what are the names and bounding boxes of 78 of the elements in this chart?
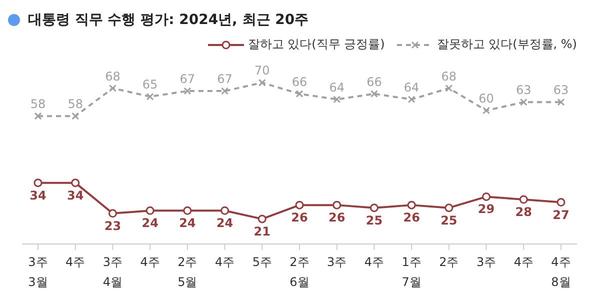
- data-label: 26: [328, 210, 346, 225]
- point: [146, 92, 154, 100]
- x-tick-label: 4주: [214, 255, 235, 269]
- point: [520, 98, 528, 106]
- data-label: 67: [180, 72, 196, 86]
- point: [444, 204, 454, 212]
- data-label: 27: [552, 208, 570, 222]
- data-label: 25: [440, 213, 458, 228]
- x-tick-label: 3주 4월: [102, 255, 123, 289]
- data-label: 66: [292, 74, 308, 89]
- x-tick-label: 4주: [364, 255, 384, 269]
- chart-title: 대통령 직무 수행 평가: 2024년, 최근 20주: [28, 11, 309, 29]
- data-label: 66: [366, 74, 382, 89]
- x-tick-label: 4주: [514, 255, 534, 269]
- data-label: 60: [478, 92, 494, 106]
- x-tick-label: 2주 6월: [290, 255, 310, 289]
- x-tick-label: 3주 3월: [28, 255, 48, 289]
- data-label: 21: [254, 224, 270, 238]
- data-label: 64: [404, 80, 420, 94]
- legend-label: 잘못하고 있다(부정률, %): [436, 36, 577, 53]
- point: [482, 192, 491, 201]
- x-tick-label: 3주: [327, 255, 347, 269]
- point: [34, 112, 42, 120]
- data-label: 26: [403, 210, 420, 225]
- data-label: 25: [366, 213, 383, 228]
- point: [519, 195, 528, 204]
- point: [258, 214, 266, 224]
- x-tick-label: 3주: [476, 255, 496, 269]
- point: [258, 78, 266, 86]
- data-label: 63: [516, 83, 532, 98]
- data-label: 63: [553, 83, 569, 98]
- point: [146, 206, 154, 215]
- data-label: 58: [68, 97, 83, 112]
- x-tick-label: 4주: [66, 255, 86, 269]
- x-tick-label: 2주: [439, 255, 459, 269]
- point: [221, 87, 229, 95]
- point: [108, 84, 116, 92]
- point: [296, 90, 304, 98]
- data-label: 70: [254, 64, 270, 78]
- point: [333, 96, 341, 104]
- x-tick-label: 4주: [140, 255, 160, 269]
- data-label: 68: [105, 69, 120, 84]
- point: [220, 206, 230, 215]
- x-tick-label: 4주 8월: [551, 255, 571, 289]
- data-label: 34: [30, 188, 46, 202]
- point: [71, 178, 80, 188]
- x-tick-label: 2주 5월: [178, 255, 198, 289]
- point: [407, 200, 416, 210]
- point: [184, 87, 192, 95]
- data-label: 58: [30, 97, 46, 112]
- data-label: 24: [142, 216, 158, 230]
- point: [332, 200, 342, 210]
- data-label: 23: [104, 218, 122, 233]
- data-label: 28: [515, 205, 532, 220]
- point: [482, 106, 490, 114]
- data-label: 64: [329, 80, 344, 94]
- point: [445, 84, 453, 92]
- data-label: 26: [291, 210, 308, 225]
- data-label: 65: [142, 78, 158, 92]
- x-tick-label: 5주: [252, 255, 272, 269]
- data-label: 29: [478, 202, 495, 216]
- point: [108, 209, 117, 218]
- x-tick-label: 1주 7월: [402, 255, 422, 289]
- point: [556, 198, 566, 207]
- data-label: 67: [217, 72, 232, 86]
- legend-label: 잘하고 있다(직무 긍정률): [248, 36, 385, 53]
- point: [34, 178, 42, 188]
- data-label: 34: [67, 188, 84, 202]
- point: [408, 96, 416, 104]
- point: [370, 204, 378, 212]
- point: [295, 200, 304, 210]
- point: [72, 112, 80, 120]
- point: [370, 90, 378, 98]
- data-label: 24: [179, 216, 196, 230]
- data-label: 68: [441, 69, 457, 84]
- point: [183, 206, 192, 215]
- point: [557, 98, 565, 106]
- data-label: 24: [216, 216, 234, 230]
